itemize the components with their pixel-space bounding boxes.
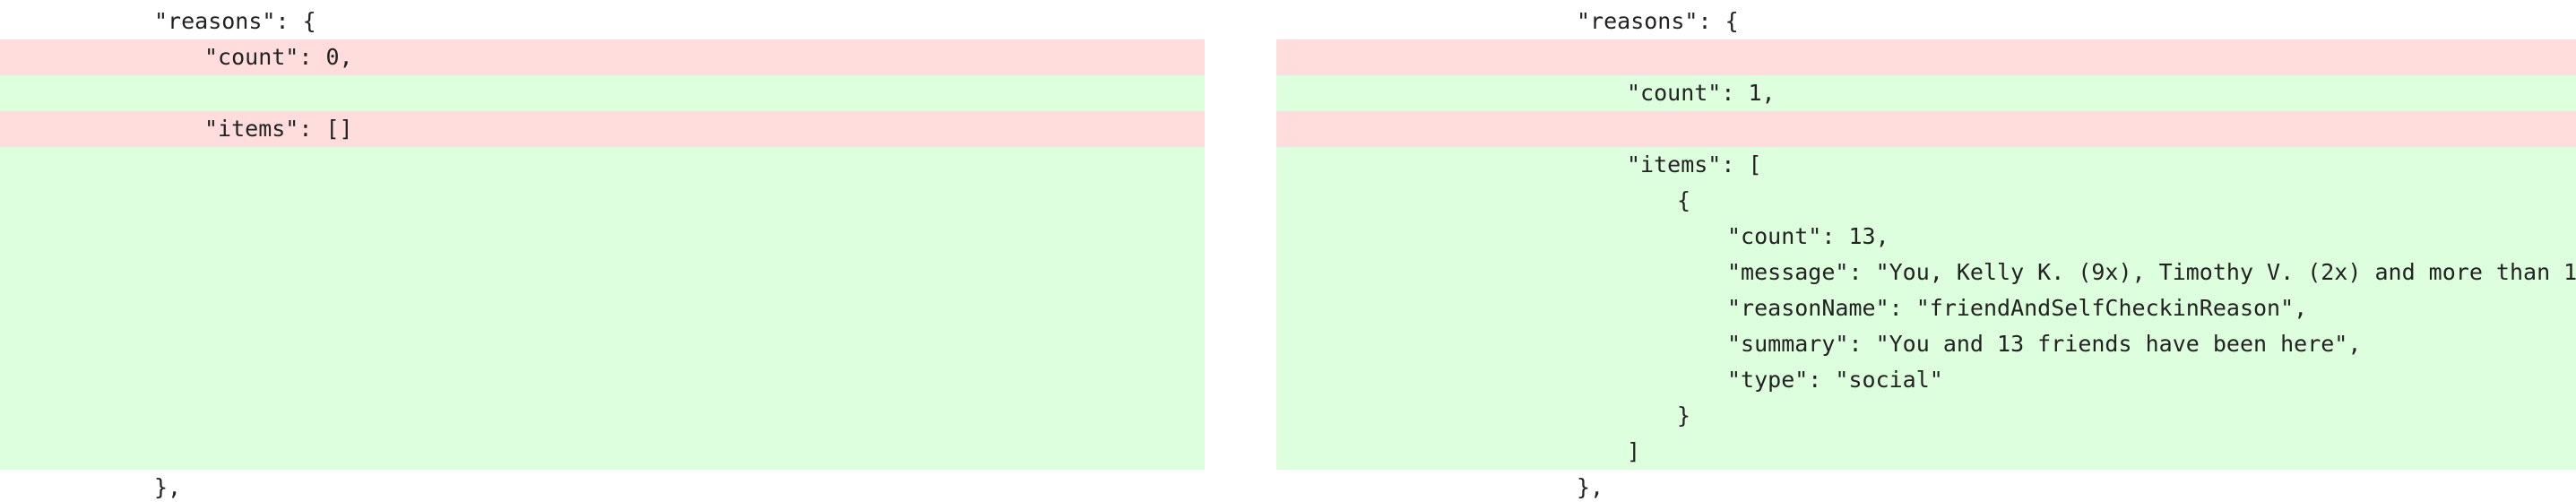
diff-block-placeholder	[0, 147, 1205, 470]
code-text: "items": []	[204, 111, 353, 147]
code-text: },	[1577, 470, 1604, 502]
code-text: "count": 13,	[1727, 219, 1889, 255]
diff-line-added: }	[1276, 398, 2576, 434]
diff-line-added: "count": 13,	[1276, 219, 2576, 255]
diff-line-added: "reasonName": "friendAndSelfCheckinReaso…	[1276, 290, 2576, 326]
code-text: "summary": "You and 13 friends have been…	[1727, 326, 2361, 362]
code-text: "items": [	[1627, 147, 1762, 183]
code-text: },	[154, 470, 181, 502]
diff-line-added: ]	[1276, 434, 2576, 470]
diff-line-added: "count": 1,	[1276, 75, 2576, 111]
diff-line-placeholder	[1276, 39, 2576, 75]
diff-line: },	[0, 470, 1205, 502]
code-text: ]	[1627, 434, 1640, 470]
diff-line: "reasons": {	[0, 4, 1205, 39]
code-text: "message": "You, Kelly K. (9x), Timothy …	[1727, 255, 2576, 290]
code-text: "type": "social"	[1727, 362, 1943, 398]
code-text: "reasons": {	[1577, 4, 1739, 39]
code-text: "count": 1,	[1627, 75, 1776, 111]
diff-line-added: "type": "social"	[1276, 362, 2576, 398]
diff-line-placeholder	[0, 75, 1205, 111]
diff-line-added: "items": [	[1276, 147, 2576, 183]
diff-line: "reasons": {	[1276, 4, 2576, 39]
diff-line-added: "summary": "You and 13 friends have been…	[1276, 326, 2576, 362]
code-text: "count": 0,	[204, 39, 353, 75]
code-text: {	[1677, 183, 1690, 219]
diff-line: },	[1276, 470, 2576, 502]
code-text: }	[1677, 398, 1690, 434]
diff-line-added: "message": "You, Kelly K. (9x), Timothy …	[1276, 255, 2576, 290]
left-diff-pane: "reasons": { "count": 0, "items": [] },	[0, 0, 1205, 502]
code-text: "reasons": {	[154, 4, 316, 39]
diff-line-added: {	[1276, 183, 2576, 219]
right-diff-pane: "reasons": { "count": 1, "items": [ { "c…	[1276, 0, 2576, 502]
diff-line-removed: "items": []	[0, 111, 1205, 147]
diff-line-removed: "count": 0,	[0, 39, 1205, 75]
code-text: "reasonName": "friendAndSelfCheckinReaso…	[1727, 290, 2307, 326]
diff-line-placeholder	[1276, 111, 2576, 147]
